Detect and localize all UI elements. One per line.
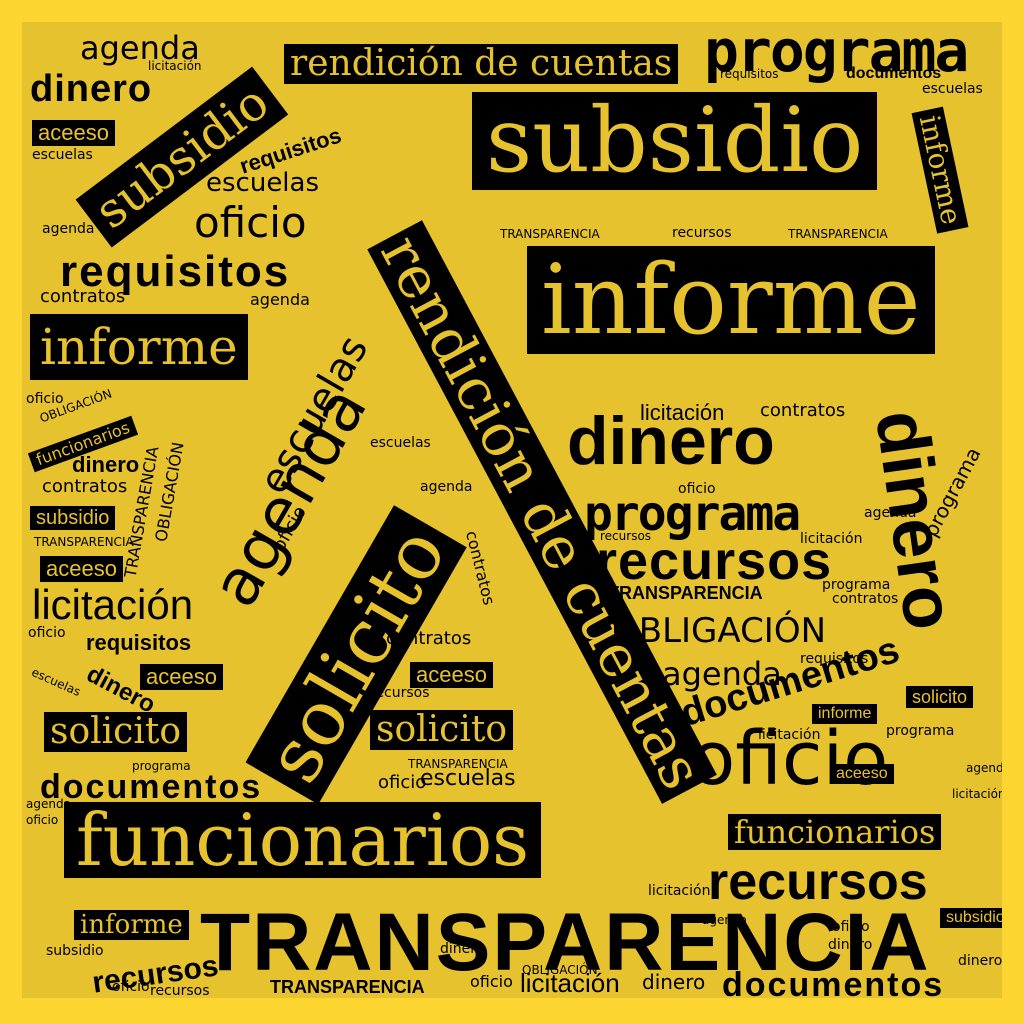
word-documentos-small-top: documentos — [846, 65, 942, 82]
word-subsidio-left: subsidio — [30, 506, 116, 530]
word-aceeso-left-3: aceeso — [140, 664, 223, 690]
word-subsidio-small-bottom-left: subsidio — [46, 943, 104, 959]
word-dinero-mirror-center: dinero — [567, 403, 775, 479]
word-contratos-center-2: contratos — [386, 628, 472, 649]
word-recursos-bottom-right: recursos — [708, 853, 928, 911]
word-contratos-right-bottom: contratos — [832, 591, 899, 607]
word-recursos-small-top: recursos — [672, 225, 732, 241]
word-escuelas-center-2: escuelas — [370, 435, 431, 451]
word-licitacion-right: licitación — [640, 400, 725, 425]
word-contratos-left-2: contratos — [42, 476, 128, 497]
word-agenda-bottom-right: agenda — [702, 913, 747, 927]
word-transparencia-small-bottom: TRANSPARENCIA — [270, 977, 425, 997]
word-aceeso-center: aceeso — [410, 662, 493, 688]
word-licitacion-right-bottom: licitación — [952, 787, 1002, 801]
word-licitacion-small-top: licitación — [148, 59, 202, 73]
word-licitacion-center-bottom: licitación — [758, 727, 821, 743]
word-dinero-bottom-right: dinero — [828, 937, 873, 953]
word-licitacion-center-right: licitación — [800, 531, 863, 547]
word-aceeso-left: aceeso — [32, 120, 115, 146]
word-recursos-small-bottom-left: recursos — [150, 983, 210, 998]
word-programa-center-right: programa — [822, 577, 891, 593]
word-informe-large: informe — [527, 246, 935, 354]
word-recursos-small-center: recursos — [600, 529, 652, 543]
word-subsidio-right: subsidio — [940, 908, 1002, 928]
word-programa-center-bottom: programa — [886, 723, 955, 739]
word-aceeso-right: aceeso — [830, 764, 894, 784]
word-oficio-center: oficio — [378, 772, 427, 793]
word-dinero-bottom: dinero — [642, 970, 706, 994]
word-dinero-left: dinero — [72, 452, 140, 477]
word-oficio-left: oficio — [194, 198, 307, 247]
word-programa-top: programa — [704, 22, 969, 85]
word-requisitos-small-top: requisitos — [720, 67, 779, 81]
word-agenda-top-left: agenda — [80, 29, 200, 67]
word-funcionarios-right: funcionarios — [728, 814, 942, 850]
word-escuelas-left: escuelas — [206, 168, 320, 198]
word-documentos-bottom: documentos — [722, 966, 945, 998]
word-agenda-center-right: agenda — [864, 505, 917, 521]
word-transparencia-small-top: TRANSPARENCIA — [500, 227, 600, 241]
word-oficio-bottom-right: oficio — [832, 919, 870, 935]
word-funcionarios-large: funcionarios — [64, 802, 542, 878]
word-oficio-small-left: oficio — [28, 625, 66, 641]
word-transparencia-medium-center: TRANSPARENCIA — [608, 583, 763, 603]
word-dinero-bottom-center: dinero — [440, 941, 485, 957]
word-informe-bottom-left: informe — [74, 910, 189, 940]
word-agenda-bottom-center: agenda — [420, 479, 473, 495]
word-solicito-right: solicito — [906, 686, 974, 708]
word-requisitos-left-2: requisitos — [86, 630, 192, 655]
word-rendicion-de-cuentas-top: rendición de cuentas — [284, 44, 679, 84]
word-escuelas-small-bottom-left: escuelas — [29, 664, 83, 700]
word-escuelas-small-left: escuelas — [32, 147, 93, 163]
word-informe-right: informe — [812, 704, 878, 724]
word-oficio-small-bottom-left: oficio — [26, 813, 59, 827]
word-licitacion-left: licitación — [32, 581, 194, 628]
word-cloud: rendición de cuentas informe subsidio fu… — [22, 22, 1002, 998]
word-agenda-small-left: agenda — [42, 221, 95, 237]
word-agenda-right-bottom: agenda — [966, 761, 1002, 775]
word-transparencia-small-right: TRANSPARENCIA — [788, 227, 888, 241]
word-contratos-center: contratos — [760, 400, 846, 421]
word-subsidio-large: subsidio — [472, 92, 878, 190]
word-aceeso-left-2: aceeso — [40, 556, 123, 582]
word-obligacion-center: OBLIGACIÓN — [612, 611, 827, 651]
word-requisitos-left: requisitos — [60, 247, 291, 296]
word-licitacion-bottom: licitación — [520, 968, 620, 998]
word-requisitos-center-bottom: requisitos — [800, 651, 869, 667]
word-contratos-rotated-center: contratos — [461, 528, 499, 607]
word-dinero-top-left: dinero — [30, 68, 153, 110]
word-dinero-bottom-far-right: dinero — [958, 953, 1002, 969]
word-recursos-center: recursos — [596, 531, 833, 591]
word-agenda-center: agenda — [662, 655, 782, 693]
word-agenda-small-bottom-left: agenda — [26, 797, 71, 811]
word-informe-right-rotated: informe — [911, 106, 969, 234]
word-escuelas-small-top-right: escuelas — [922, 81, 983, 97]
word-licitacion-bottom-center: licitación — [648, 883, 711, 899]
word-programa-small-bottom: programa — [132, 759, 191, 773]
word-obligacion-small-bottom: OBLIGACIÓN — [522, 963, 598, 977]
word-oficio-bottom: oficio — [470, 972, 513, 991]
word-solicito-left: solicito — [44, 712, 187, 752]
word-transparencia-large: TRANSPARENCIA — [200, 897, 931, 988]
word-solicito-center: solicito — [370, 710, 513, 750]
word-programa-center: programa — [584, 486, 801, 542]
word-transparencia-small-center: TRANSPARENCIA — [408, 757, 508, 771]
word-recursos-bottom-center: recursos — [370, 685, 430, 701]
word-oficio-small-bottom-left-2: oficio — [112, 979, 150, 995]
word-oficio-center-right: oficio — [678, 481, 716, 497]
word-informe-left: informe — [30, 314, 248, 380]
word-documentos-left: documentos — [40, 768, 263, 806]
word-escuelas-center: escuelas — [420, 766, 516, 791]
word-agenda-center-left: agenda — [250, 290, 310, 309]
word-transparencia-small-left: TRANSPARENCIA — [34, 535, 134, 549]
word-oficio-small-left-2: oficio — [26, 391, 64, 407]
word-contratos-left: contratos — [40, 286, 126, 307]
